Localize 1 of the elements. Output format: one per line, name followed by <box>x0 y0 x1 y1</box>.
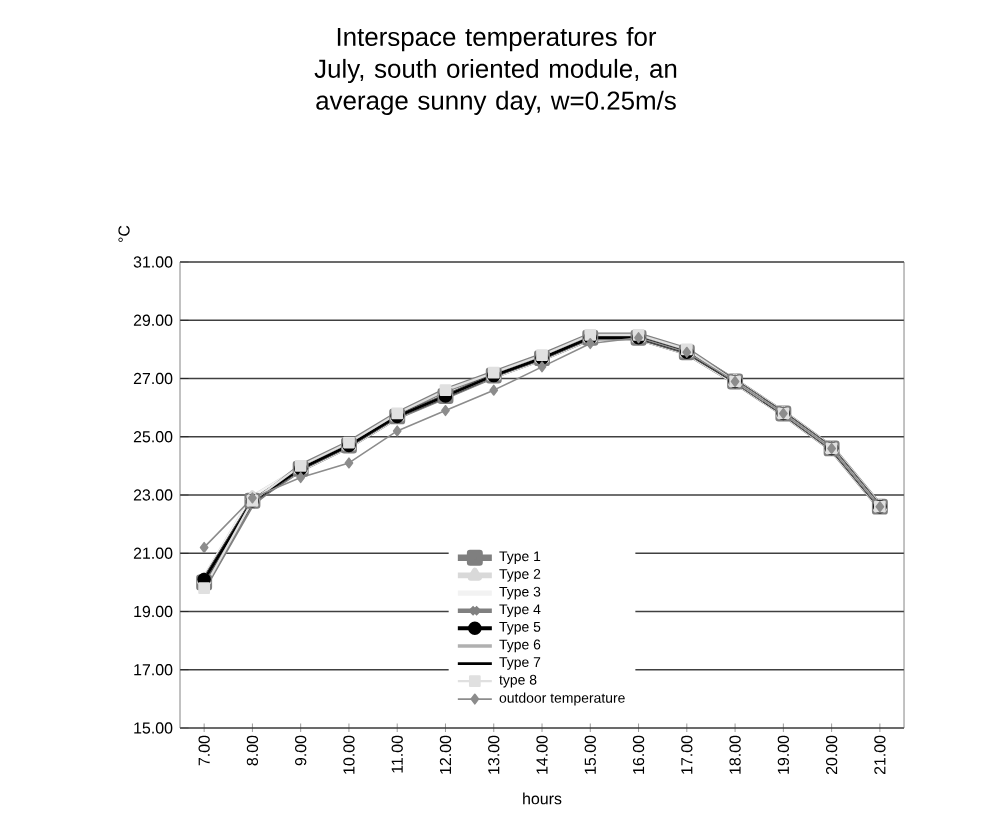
chart-title: Interspace temperatures for July, south oriented module, an average sunny day, w=0.25m/s <box>314 27 677 115</box>
